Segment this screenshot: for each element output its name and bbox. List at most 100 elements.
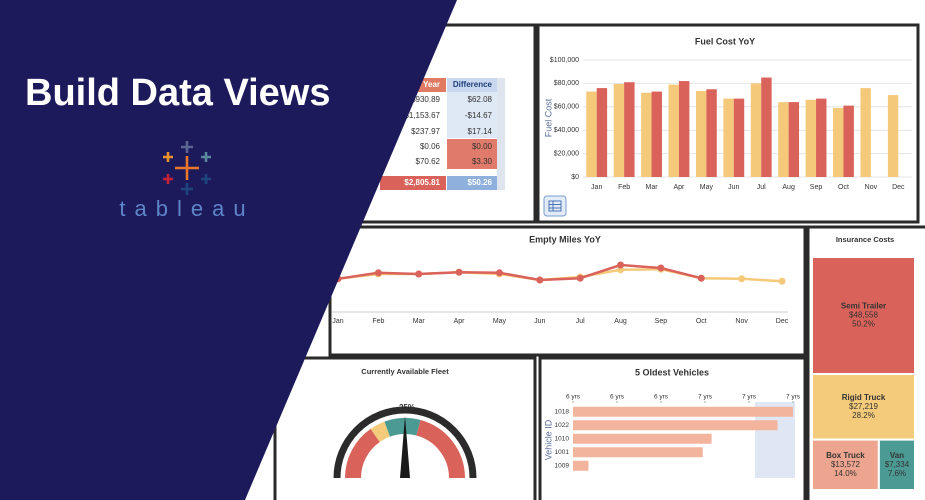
charts: Fuel Cost YoY Fuel Cost $0 $20,000 $40,000 $6… (332, 36, 917, 492)
cross (163, 152, 173, 162)
x-tick-label: Nov (735, 318, 748, 325)
tile-label: Van (890, 451, 904, 460)
x-tick-label: Jan (332, 318, 343, 325)
x-tick-label: Apr (674, 184, 686, 191)
tile-share: 7.6% (888, 469, 906, 478)
tile-share: 14.0% (834, 469, 857, 478)
chart-title: Fuel Cost YoY (695, 36, 755, 46)
y-tick-label: $0 (571, 174, 579, 181)
cell: $0.00 (472, 142, 493, 151)
header-cell (447, 78, 497, 92)
header: Year (423, 80, 440, 89)
x-tick-label: Aug (614, 318, 627, 325)
banner-title: Build Data Views (25, 72, 331, 114)
x-tick-label: Aug (782, 184, 795, 191)
gauge-band (384, 418, 421, 437)
table-icon-glyph (548, 200, 562, 212)
tile-share: 50.2% (852, 320, 875, 329)
point (617, 266, 625, 274)
bar (778, 102, 789, 177)
tile-label: Box Truck (826, 451, 865, 460)
x-tick-label: 6 yrs (566, 394, 581, 401)
x-tick-label: Jan (591, 184, 602, 191)
total-cell (380, 176, 446, 190)
bar (573, 406, 793, 417)
tile-value: $13,572 (831, 460, 860, 469)
tile (811, 256, 916, 376)
chart-title: Insurance Costs (836, 235, 894, 244)
bar (805, 99, 817, 177)
bar (573, 433, 712, 444)
x-tick-label: Jul (757, 184, 766, 191)
y-tick-label: 1010 (555, 435, 570, 442)
x-tick-label: Sep (810, 184, 823, 191)
cell: $62.08 (468, 95, 493, 104)
bar (788, 102, 800, 177)
bar (573, 460, 589, 471)
table-icon[interactable] (543, 195, 567, 217)
bar (887, 95, 899, 177)
cell: $0.06 (420, 142, 441, 151)
point (576, 274, 584, 282)
gauge-band (345, 428, 381, 479)
bar (723, 98, 734, 177)
point (697, 274, 705, 282)
bar (733, 98, 745, 177)
x-tick-label: May (700, 184, 714, 191)
tile (811, 438, 880, 492)
bar (668, 84, 679, 177)
y-tick-label: 1009 (555, 462, 570, 469)
bar (750, 83, 762, 177)
gauge-rim (333, 406, 477, 479)
tile-label: Rigid Truck (842, 393, 886, 402)
bar (761, 77, 772, 177)
x-tick-label: Mar (413, 318, 426, 325)
y-axis-label: Vehicle ID (543, 419, 553, 460)
y-tick-label: $40,000 (554, 127, 579, 134)
cross (175, 156, 199, 180)
x-tick-label: Jun (728, 184, 739, 191)
tile (877, 438, 917, 492)
cell: $3.30 (472, 157, 493, 166)
tile-share: 28.2% (852, 411, 875, 420)
x-tick-label: Sep (655, 318, 668, 325)
point (738, 275, 746, 283)
point (495, 269, 503, 277)
x-tick-label: 7 yrs (786, 394, 801, 401)
bar (596, 88, 608, 177)
x-tick-label: Dec (776, 318, 789, 325)
x-tick-label: Jul (576, 318, 585, 325)
point (455, 268, 463, 276)
point (778, 277, 786, 285)
total: $2,805.81 (404, 178, 440, 187)
logo-text: tableau (119, 196, 254, 221)
cell-bg (447, 139, 497, 169)
cross (163, 174, 173, 184)
scrollbar (497, 78, 505, 190)
x-tick-label: 6 yrs (610, 394, 625, 401)
point (536, 276, 544, 284)
table: Year Difference $930.89 $62.08 $1,153.67… (380, 78, 505, 190)
point (657, 264, 665, 272)
bar (833, 107, 844, 177)
bar (695, 91, 707, 177)
bar (843, 105, 854, 177)
x-tick-label: 7 yrs (698, 394, 713, 401)
x-tick-label: Apr (454, 318, 466, 325)
gauge-band (416, 420, 465, 479)
y-tick-label: $80,000 (554, 80, 579, 87)
bar (573, 420, 778, 431)
point (617, 261, 625, 269)
tile-label: Semi Trailer (841, 302, 886, 311)
x-tick-label: 7 yrs (742, 394, 757, 401)
x-tick-label: Dec (892, 184, 905, 191)
chart-title: Currently Available Fleet (361, 367, 449, 376)
cell: $237.97 (411, 127, 440, 136)
point (374, 269, 382, 277)
x-tick-label: 6 yrs (654, 394, 669, 401)
bar (573, 447, 703, 458)
x-tick-label: Feb (372, 318, 384, 325)
cell: $70.62 (416, 157, 441, 166)
cell: $1,153.67 (404, 111, 440, 120)
